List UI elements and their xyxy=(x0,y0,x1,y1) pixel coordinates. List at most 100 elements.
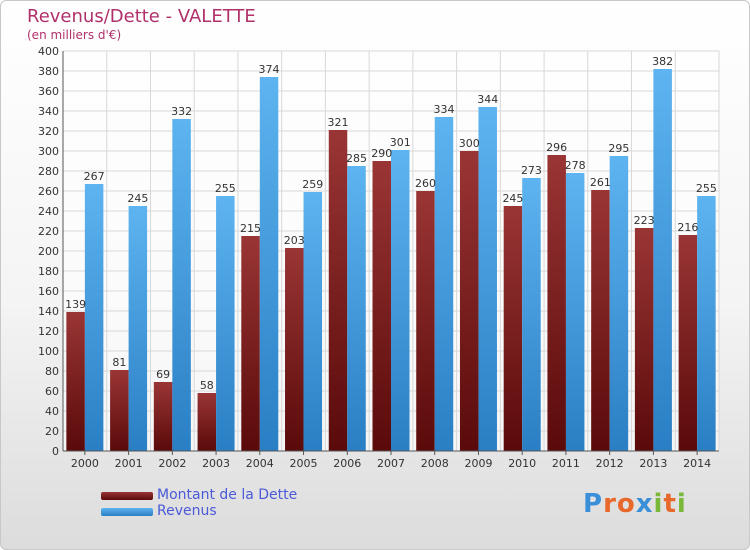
bar-debt xyxy=(591,190,610,451)
bar-debt xyxy=(372,161,391,451)
logo-letter: i xyxy=(676,489,687,519)
data-label-revenue: 255 xyxy=(215,182,236,195)
bar-revenue xyxy=(609,156,629,451)
bar-revenue xyxy=(84,184,104,451)
data-label-debt: 321 xyxy=(328,116,349,129)
y-tick-label: 60 xyxy=(45,385,59,398)
bar-debt xyxy=(416,191,435,451)
bar-revenue xyxy=(697,196,716,451)
bar-revenue xyxy=(172,119,191,451)
data-label-revenue: 332 xyxy=(171,105,192,118)
x-tick-label: 2013 xyxy=(639,457,667,470)
logo-letter: r xyxy=(603,489,617,519)
data-label-revenue: 278 xyxy=(565,159,586,172)
bar-debt xyxy=(153,382,173,451)
y-tick-label: 80 xyxy=(45,365,59,378)
y-tick-label: 0 xyxy=(52,445,59,458)
legend-label-revenue: Revenus xyxy=(157,503,217,519)
y-tick-label: 380 xyxy=(38,65,59,78)
x-tick-label: 2000 xyxy=(71,457,99,470)
bar-revenue xyxy=(434,117,454,451)
data-label-revenue: 344 xyxy=(477,93,498,106)
data-label-debt: 215 xyxy=(240,222,261,235)
y-tick-label: 340 xyxy=(38,105,59,118)
bar-debt xyxy=(66,312,85,451)
bar-revenue xyxy=(347,166,366,451)
y-tick-label: 320 xyxy=(38,125,59,138)
x-tick-label: 2006 xyxy=(333,457,361,470)
data-label-revenue: 334 xyxy=(433,103,454,116)
y-tick-label: 400 xyxy=(38,45,59,58)
x-tick-label: 2005 xyxy=(290,457,318,470)
data-label-revenue: 285 xyxy=(346,152,367,165)
data-labels: 139 267 81 245 69 332 58 255 215 374 203 259 321 285 2… xyxy=(65,55,717,392)
data-label-revenue: 245 xyxy=(127,192,148,205)
data-label-debt: 296 xyxy=(546,141,567,154)
bar-debt xyxy=(197,393,217,451)
data-label-debt: 260 xyxy=(415,177,436,190)
proxiti-logo: Proxiti xyxy=(583,489,687,519)
chart-title: Revenus/Dette - VALETTE xyxy=(27,6,256,27)
logo-letter: o xyxy=(616,489,636,519)
x-tick-label: 2002 xyxy=(158,457,186,470)
legend-label-debt: Montant de la Dette xyxy=(157,487,298,503)
data-label-revenue: 273 xyxy=(521,164,542,177)
bar-revenue xyxy=(478,107,497,451)
y-tick-label: 360 xyxy=(38,85,59,98)
y-tick-label: 160 xyxy=(38,285,59,298)
data-label-revenue: 267 xyxy=(84,170,105,183)
x-tick-label: 2001 xyxy=(115,457,143,470)
bar-revenue xyxy=(216,196,235,451)
data-label-debt: 139 xyxy=(65,298,86,311)
y-tick-label: 240 xyxy=(38,205,59,218)
data-label-debt: 58 xyxy=(200,379,214,392)
x-tick-label: 2010 xyxy=(508,457,536,470)
y-tick-label: 260 xyxy=(38,185,59,198)
y-tick-label: 220 xyxy=(38,225,59,238)
data-label-debt: 69 xyxy=(156,368,170,381)
y-tick-label: 40 xyxy=(45,405,59,418)
bar-debt xyxy=(459,151,479,451)
y-tick-label: 180 xyxy=(38,265,59,278)
axes: 0 20 40 60 80 100 120 140 160 180 200 220 240 260 280 3… xyxy=(38,45,719,470)
data-label-revenue: 255 xyxy=(696,182,717,195)
x-tick-label: 2008 xyxy=(421,457,449,470)
y-tick-label: 100 xyxy=(38,345,59,358)
legend-swatch-revenue xyxy=(101,508,153,516)
logo-letter: i xyxy=(653,489,664,519)
bar-debt xyxy=(241,236,260,451)
legend-swatch-debt xyxy=(101,492,153,500)
y-tick-label: 200 xyxy=(38,245,59,258)
bar-revenue xyxy=(522,178,541,451)
bar-revenue xyxy=(391,150,410,451)
x-tick-label: 2011 xyxy=(552,457,580,470)
bar-revenue xyxy=(128,206,148,451)
bar-revenue xyxy=(259,77,279,451)
data-label-debt: 300 xyxy=(459,137,480,150)
data-label-revenue: 295 xyxy=(608,142,629,155)
y-tick-label: 120 xyxy=(38,325,59,338)
data-label-revenue: 301 xyxy=(390,136,411,149)
data-label-revenue: 374 xyxy=(259,63,280,76)
chart-subtitle: (en milliers d'€) xyxy=(27,28,122,42)
bar-revenue xyxy=(303,192,323,451)
data-label-debt: 290 xyxy=(371,147,392,160)
bar-debt xyxy=(678,235,698,451)
bar-debt xyxy=(547,155,566,451)
data-label-debt: 203 xyxy=(284,234,305,247)
bars xyxy=(66,69,716,451)
data-label-debt: 81 xyxy=(112,356,126,369)
x-tick-label: 2004 xyxy=(246,457,274,470)
x-tick-label: 2007 xyxy=(377,457,405,470)
x-tick-label: 2014 xyxy=(683,457,711,470)
y-tick-label: 280 xyxy=(38,165,59,178)
x-tick-label: 2012 xyxy=(596,457,624,470)
data-label-debt: 216 xyxy=(677,221,698,234)
logo-letter: P xyxy=(583,489,604,519)
data-label-debt: 261 xyxy=(590,176,611,189)
y-tick-label: 300 xyxy=(38,145,59,158)
data-label-revenue: 382 xyxy=(652,55,673,68)
data-label-debt: 223 xyxy=(634,214,655,227)
